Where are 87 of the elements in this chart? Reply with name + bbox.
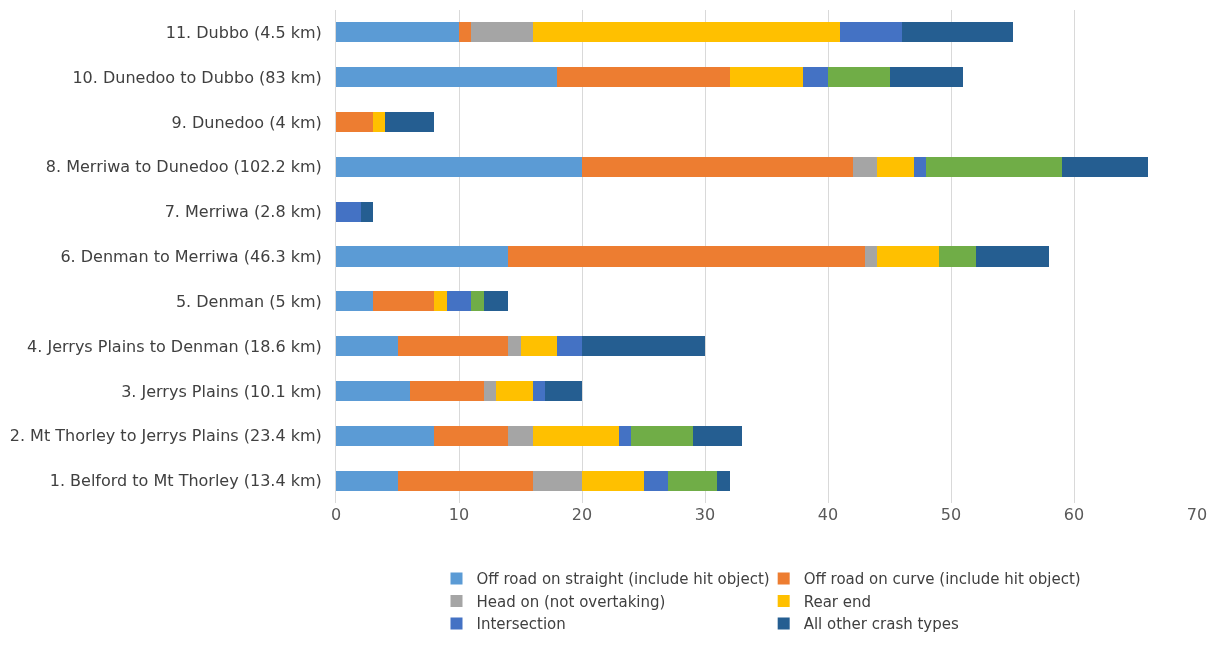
bar [692, 425, 742, 446]
bar [532, 470, 582, 491]
bar [840, 22, 902, 43]
y-tick-label: 9. Dunedoo (4 km) [171, 112, 322, 132]
bar [668, 470, 718, 491]
bar [471, 22, 533, 43]
bar [336, 336, 398, 357]
bar [877, 246, 939, 267]
bar [717, 470, 730, 491]
bar [336, 470, 398, 491]
bar [336, 246, 509, 267]
bar [729, 67, 804, 88]
bar [582, 336, 705, 357]
bar [914, 156, 927, 177]
x-tick-label: 50 [940, 505, 962, 524]
bar [889, 67, 964, 88]
bar [631, 425, 693, 446]
bar [508, 246, 865, 267]
bar [360, 201, 373, 222]
y-tick-label: 1. Belford to Mt Thorley (13.4 km) [49, 471, 322, 491]
bar [434, 425, 509, 446]
legend-label: Off road on curve (include hit object) [803, 570, 1081, 589]
bar [1061, 156, 1148, 177]
bar [975, 246, 1050, 267]
legend-label: All other crash types [803, 615, 959, 634]
bar [336, 22, 459, 43]
x-tick-label: 60 [1063, 505, 1085, 524]
bar [336, 425, 435, 446]
bar [471, 291, 484, 312]
bar [336, 380, 410, 402]
y-tick-label: 11. Dubbo (4.5 km) [165, 23, 322, 43]
bar [397, 336, 509, 357]
bar [459, 22, 472, 43]
bar [409, 380, 484, 402]
bar [582, 156, 853, 177]
bar [483, 291, 509, 312]
x-tick-label: 70 [1186, 505, 1208, 524]
bar [532, 380, 546, 402]
y-tick-label: 10. Dunedoo to Dubbo (83 km) [72, 67, 322, 87]
bar [446, 291, 472, 312]
bar [557, 336, 582, 357]
y-tick-label: 8. Merriwa to Dunedoo (102.2 km) [45, 157, 322, 177]
legend-label: Intersection [476, 615, 566, 634]
bar [372, 291, 435, 312]
bar [901, 22, 1013, 43]
bar [397, 470, 533, 491]
bar [508, 336, 521, 357]
bar [336, 201, 361, 222]
bar [557, 67, 730, 88]
bar [643, 470, 669, 491]
y-tick-label: 2. Mt Thorley to Jerrys Plains (23.4 km) [9, 426, 322, 446]
bar [803, 67, 828, 88]
legend-label: Off road on straight (include hit object) [476, 570, 770, 589]
y-tick-label: 4. Jerrys Plains to Denman (18.6 km) [27, 336, 322, 356]
x-tick-label: 10 [448, 505, 470, 524]
bar [372, 111, 386, 133]
bar [828, 67, 890, 88]
legend-label: Rear end [803, 592, 872, 611]
bar [336, 156, 582, 177]
bar [618, 425, 632, 446]
bar [877, 156, 915, 177]
bar [495, 380, 533, 402]
bar [532, 22, 841, 43]
bar [532, 425, 619, 446]
y-tick-label: 5. Denman (5 km) [175, 291, 322, 311]
y-tick-label: 3. Jerrys Plains (10.1 km) [121, 381, 322, 401]
x-tick-label: 30 [694, 505, 716, 524]
bar [545, 380, 582, 402]
bar [864, 246, 878, 267]
bar [582, 470, 644, 491]
bar [336, 67, 558, 88]
x-tick-label: 40 [817, 505, 839, 524]
bar [336, 291, 373, 312]
x-tick-label: 0 [330, 505, 342, 524]
bar [483, 380, 496, 402]
legend-label: Head on (not overtaking) [476, 592, 666, 611]
bar [336, 111, 373, 133]
x-tick-label: 20 [571, 505, 593, 524]
bar [926, 156, 1062, 177]
bar [938, 246, 976, 267]
y-tick-label: 6. Denman to Merriwa (46.3 km) [60, 247, 322, 267]
bar [434, 291, 447, 312]
bar [852, 156, 878, 177]
bar [385, 111, 435, 133]
bar [520, 336, 558, 357]
bar [508, 425, 533, 446]
y-tick-label: 7. Merriwa (2.8 km) [164, 202, 322, 222]
